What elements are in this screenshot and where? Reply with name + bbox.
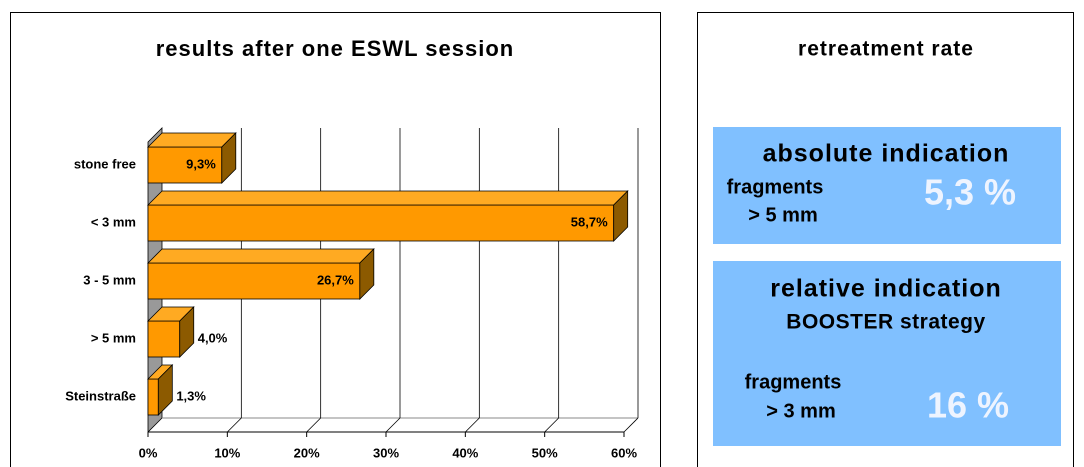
box-label: fragments xyxy=(745,371,842,393)
y-tick-label: Steinstraße xyxy=(65,388,136,403)
grid-line xyxy=(544,417,559,433)
panel-title: retreatment rate xyxy=(798,38,974,61)
x-tick-label: 20% xyxy=(294,445,320,460)
box-subheading: BOOSTER strategy xyxy=(786,311,985,334)
box-heading: absolute indication xyxy=(763,140,1010,168)
x-tick-label: 50% xyxy=(532,445,558,460)
bar-top xyxy=(147,190,629,206)
chart-title: results after one ESWL session xyxy=(156,36,514,61)
box-label: fragments xyxy=(727,176,824,198)
bar xyxy=(147,204,615,242)
grid-line xyxy=(227,417,242,433)
y-tick-label: < 3 mm xyxy=(91,214,136,229)
y-tick-label: 3 - 5 mm xyxy=(83,272,136,287)
x-tick-label: 0% xyxy=(139,445,158,460)
x-tick-label: 40% xyxy=(452,445,478,460)
grid-line xyxy=(623,417,639,433)
box-label: > 3 mm xyxy=(766,400,835,422)
bar xyxy=(147,146,223,184)
x-tick-label: 10% xyxy=(214,445,240,460)
bar xyxy=(147,320,181,358)
bar-top xyxy=(147,132,237,148)
value-label: 9,3% xyxy=(186,156,216,171)
y-tick-label: > 5 mm xyxy=(91,330,136,345)
value-label: 58,7% xyxy=(571,214,608,229)
x-tick-label: 30% xyxy=(373,445,399,460)
value-label: 4,0% xyxy=(198,330,228,345)
box-label: > 5 mm xyxy=(748,204,817,226)
bar-side xyxy=(157,364,173,416)
y-tick-label: stone free xyxy=(74,156,136,171)
bar-side xyxy=(359,248,375,300)
bar-side xyxy=(179,306,195,358)
bar xyxy=(147,378,159,416)
box-heading: relative indication xyxy=(770,275,1002,303)
grid-line xyxy=(385,417,401,433)
grid-line xyxy=(465,417,480,433)
grid-line xyxy=(306,417,321,433)
value-label: 1,3% xyxy=(176,388,206,403)
bar-side xyxy=(613,190,629,242)
box-value: 5,3 % xyxy=(924,172,1016,213)
bar-side xyxy=(221,132,237,184)
bar xyxy=(147,262,361,300)
x-tick-label: 60% xyxy=(611,445,637,460)
info-box xyxy=(713,127,1061,244)
info-box xyxy=(713,261,1061,446)
box-value: 16 % xyxy=(927,385,1009,426)
value-label: 26,7% xyxy=(317,272,354,287)
bar-top xyxy=(147,248,375,264)
